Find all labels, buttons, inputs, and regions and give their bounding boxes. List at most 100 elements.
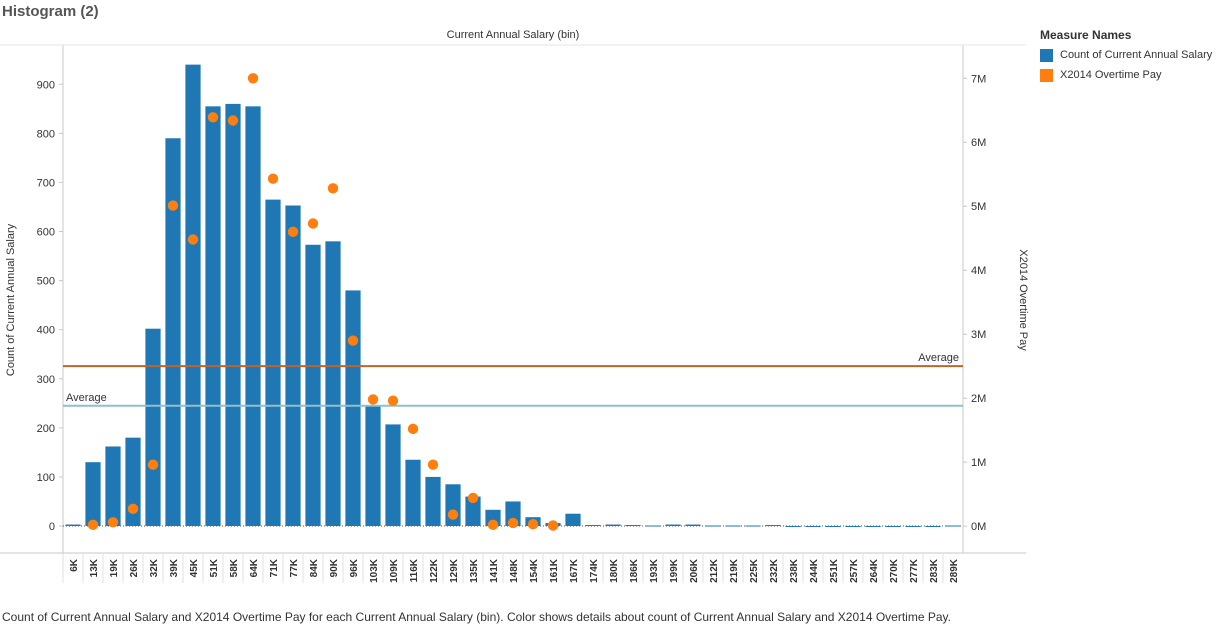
point-84K (307, 218, 319, 229)
point-13K (87, 519, 99, 531)
bar-96K (345, 290, 361, 527)
bar-193K (645, 525, 661, 527)
x-tick-label-84K: 84K (309, 558, 320, 577)
x-tick-label-238K: 238K (789, 558, 800, 583)
x-tick-label-206K: 206K (689, 558, 700, 583)
y-axis-label: Count of Current Annual Salary (5, 223, 17, 376)
bar-283K (925, 526, 941, 528)
left-tick-label-800: 800 (37, 128, 55, 140)
x-tick-label-225K: 225K (749, 558, 760, 583)
point-71K (267, 173, 279, 184)
x-tick-label-6K: 6K (69, 558, 80, 572)
bar-19K (105, 446, 121, 527)
left-tick-label-500: 500 (37, 276, 55, 288)
chart-caption: Count of Current Annual Salary and X2014… (2, 610, 951, 624)
x-tick-label-167K: 167K (569, 558, 580, 583)
point-77K (287, 226, 299, 238)
bar-212K (705, 525, 721, 527)
bar-116K (405, 459, 421, 527)
x-tick-label-109K: 109K (389, 558, 400, 583)
x-tick-label-257K: 257K (849, 558, 860, 583)
bar-45K (185, 64, 201, 527)
point-141K (487, 519, 499, 531)
x-tick-label-264K: 264K (869, 558, 880, 583)
x-tick-label-77K: 77K (289, 558, 300, 577)
bar-26K (125, 437, 141, 527)
x-axis-header-title: Current Annual Salary (bin) (446, 29, 580, 41)
bar-264K (865, 526, 881, 528)
x-tick-label-277K: 277K (909, 558, 920, 583)
point-19K (107, 517, 119, 528)
bar-122K (425, 476, 441, 527)
point-154K (527, 519, 539, 530)
bar-84K (305, 244, 321, 527)
bar-238K (785, 526, 801, 528)
x-tick-label-270K: 270K (889, 558, 900, 583)
point-26K (127, 503, 139, 515)
bar-39K (165, 138, 181, 527)
x-tick-label-186K: 186K (629, 558, 640, 583)
legend-item-overtime[interactable]: X2014 Overtime Pay (1040, 65, 1212, 85)
bar-206K (685, 524, 701, 527)
x-tick-label-51K: 51K (209, 558, 220, 577)
histogram-chart: Average Average 0 100 200 300 400 500 600 700 800… (0, 44, 1029, 583)
x-tick-label-39K: 39K (169, 558, 180, 577)
x-tick-label-232K: 232K (769, 558, 780, 583)
bar-289K (945, 525, 961, 527)
x-tick-label-289K: 289K (949, 558, 960, 583)
bar-199K (665, 524, 681, 527)
bar-225K (745, 525, 761, 527)
point-135K (467, 492, 479, 504)
point-90K (327, 183, 339, 194)
x-tick-label-174K: 174K (589, 558, 600, 583)
bar-6K (65, 524, 81, 527)
point-32K (147, 459, 159, 470)
right-tick-label-4: 4M (971, 265, 986, 277)
x-tick-label-180K: 180K (609, 558, 620, 583)
legend-item-count[interactable]: Count of Current Annual Salary (1040, 45, 1212, 65)
x-tick-label-32K: 32K (149, 558, 160, 577)
reference-line-label-1: Average (66, 392, 107, 404)
x-tick-label-122K: 122K (429, 558, 440, 583)
left-tick-label-700: 700 (37, 177, 55, 189)
right-tick-label-6: 6M (971, 137, 986, 149)
x-tick-label-116K: 116K (409, 558, 420, 582)
right-tick-label-5: 5M (971, 201, 986, 213)
x-tick-label-251K: 251K (829, 558, 840, 583)
legend: Measure Names Count of Current Annual Sa… (1040, 28, 1212, 85)
sheet-title: Histogram (2) (2, 3, 99, 20)
bar-232K (765, 525, 781, 527)
legend-label-count: Count of Current Annual Salary (1060, 49, 1213, 61)
bar-180K (605, 524, 621, 527)
bar-90K (325, 241, 341, 527)
legend-title: Measure Names (1040, 28, 1132, 42)
x-tick-label-212K: 212K (709, 558, 720, 583)
x-tick-label-154K: 154K (529, 558, 540, 583)
bar-103K (365, 405, 381, 527)
bar-174K (585, 525, 601, 527)
bar-257K (845, 526, 861, 528)
x-tick-label-64K: 64K (249, 558, 260, 577)
bar-13K (85, 462, 101, 527)
left-tick-label-600: 600 (37, 227, 55, 239)
point-148K (507, 517, 519, 529)
point-129K (447, 509, 459, 520)
bar-71K (265, 199, 281, 527)
point-96K (347, 335, 359, 346)
reference-line-label-2: Average (918, 352, 959, 364)
bar-64K (245, 106, 261, 527)
bar-219K (725, 525, 741, 527)
x-tick-label-129K: 129K (449, 558, 460, 583)
bar-32K (145, 328, 161, 527)
left-tick-label-300: 300 (37, 374, 55, 386)
point-161K (547, 520, 559, 531)
x-tick-label-141K: 141K (489, 558, 500, 583)
right-tick-label-1: 1M (971, 457, 986, 469)
point-109K (387, 395, 399, 406)
bar-167K (565, 513, 581, 527)
left-tick-label-200: 200 (37, 423, 55, 435)
left-tick-label-900: 900 (37, 79, 55, 91)
bar-270K (885, 526, 901, 528)
bar-186K (625, 525, 641, 527)
x-tick-label-193K: 193K (649, 558, 660, 583)
